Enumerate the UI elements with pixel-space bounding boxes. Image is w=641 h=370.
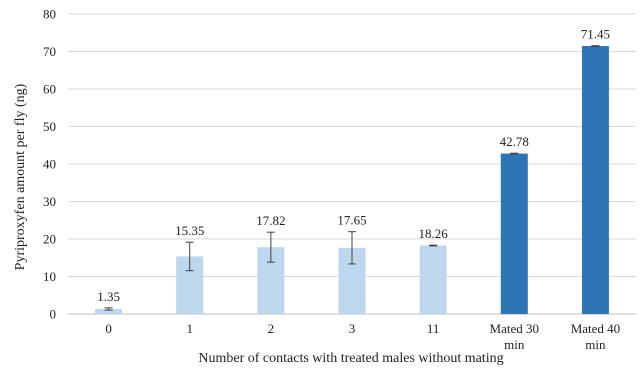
error-bar (348, 231, 356, 265)
bars: 1.35 15.35 17.82 17.65 18.26 42.78 71.45 (95, 27, 610, 314)
data-label: 71.45 (581, 27, 610, 42)
x-tick-label: 0 (105, 321, 112, 336)
bar (419, 245, 447, 314)
y-axis-ticks: 0 10 20 30 40 50 60 70 80 (43, 7, 56, 322)
y-tick-label: 50 (43, 119, 56, 134)
y-tick-label: 0 (50, 307, 57, 322)
y-tick-label: 40 (43, 157, 56, 172)
x-tick-label: 11 (427, 321, 440, 336)
y-tick-label: 70 (43, 44, 56, 59)
x-tick-label: 1 (186, 321, 193, 336)
bar (95, 308, 123, 314)
x-tick-label: 2 (268, 321, 275, 336)
x-axis-ticks: 0 1 2 3 11 Mated 30 min Mated 40 min (105, 321, 620, 352)
data-label: 1.35 (97, 289, 120, 304)
y-tick-label: 30 (43, 194, 56, 209)
y-tick-label: 60 (43, 82, 56, 97)
x-tick-label: 3 (349, 321, 356, 336)
bar (500, 153, 528, 314)
y-tick-label: 20 (43, 232, 56, 247)
data-label: 42.78 (500, 134, 529, 149)
error-bar (185, 241, 194, 272)
y-tick-label: 80 (43, 7, 56, 22)
x-tick-label: Mated 30 min (490, 321, 539, 352)
gridlines (68, 13, 636, 277)
x-tick-label: Mated 40 min (571, 321, 620, 352)
error-bar (266, 231, 275, 263)
data-label: 17.82 (256, 213, 285, 228)
error-bar (591, 45, 600, 47)
error-bar (104, 307, 113, 311)
data-label: 17.65 (337, 213, 366, 228)
bar (581, 46, 609, 314)
x-axis-label: Number of contacts with treated males wi… (198, 351, 503, 366)
y-tick-label: 10 (43, 269, 56, 284)
error-bar (429, 244, 438, 247)
error-bar (510, 152, 519, 155)
data-label: 18.26 (419, 226, 449, 241)
y-axis-label: Pyriproxyfen amount per fly (ng) (13, 83, 28, 270)
data-label: 15.35 (175, 223, 204, 238)
